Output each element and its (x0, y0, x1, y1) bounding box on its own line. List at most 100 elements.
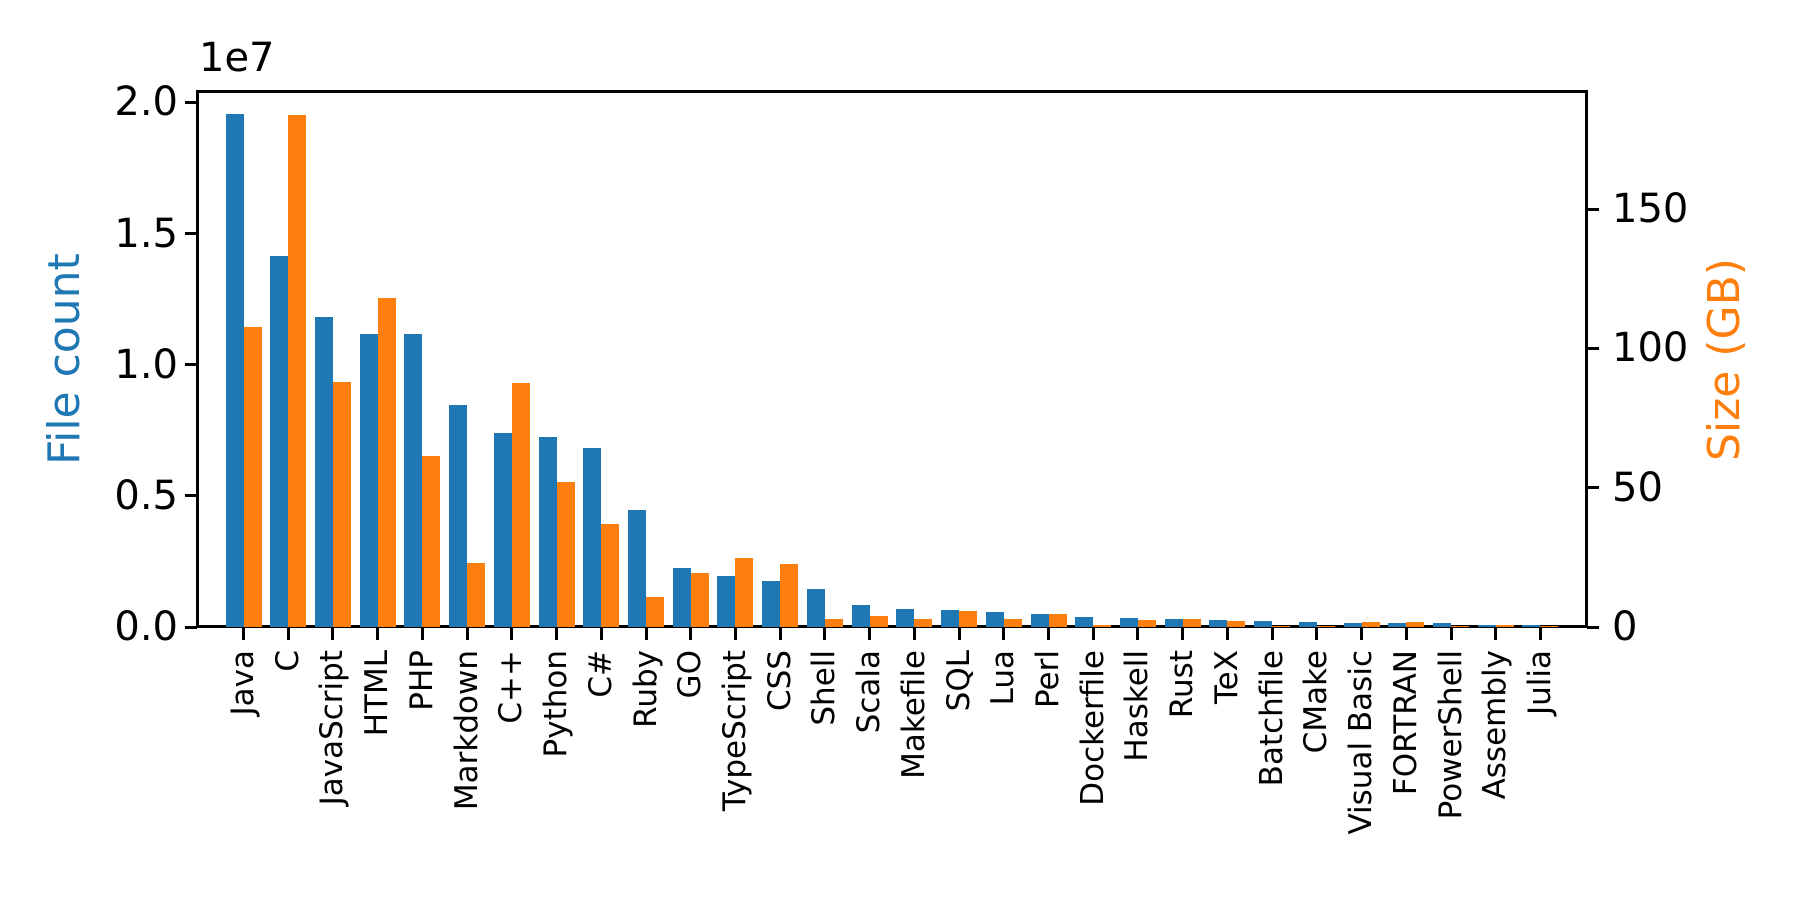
bar-size-gb-scala (869, 616, 888, 627)
x-tick-lua (1002, 628, 1006, 640)
x-tick-label-markdown: Markdown (448, 650, 485, 811)
x-tick-label-cmake: CMake (1298, 650, 1335, 754)
bar-file-count-rust (1164, 618, 1183, 627)
x-tick-assembly (1494, 628, 1498, 640)
x-tick-makefile (912, 628, 916, 640)
bar-file-count-c (583, 448, 602, 627)
bar-file-count-dockerfile (1075, 617, 1094, 627)
bar-size-gb-java (243, 326, 262, 627)
bar-file-count-sql (941, 609, 960, 627)
x-tick-python (555, 628, 559, 640)
bar-size-gb-shell (824, 618, 843, 627)
bar-size-gb-ruby (646, 596, 665, 627)
bar-file-count-powershell (1433, 623, 1452, 627)
x-tick-rust (1181, 628, 1185, 640)
x-tick-css (778, 628, 782, 640)
bar-file-count-makefile (896, 609, 915, 627)
bar-file-count-assembly (1477, 624, 1496, 627)
bar-size-gb-tex (1227, 620, 1246, 627)
spine-left (196, 90, 199, 628)
bar-file-count-cmake (1298, 622, 1317, 627)
x-tick-markdown (465, 628, 469, 640)
x-tick-cmake (1315, 628, 1319, 640)
bar-size-gb-powershell (1451, 625, 1470, 627)
bar-file-count-java (225, 114, 244, 627)
x-tick-label-sql: SQL (940, 650, 977, 712)
x-tick-batchfile (1270, 628, 1274, 640)
spine-right (1585, 90, 1588, 628)
bar-file-count-html (359, 333, 378, 627)
x-tick-haskell (1136, 628, 1140, 640)
x-tick-typescript (733, 628, 737, 640)
y-tick-label-right-150: 150 (1612, 186, 1689, 233)
x-tick-label-julia: Julia (1521, 650, 1558, 716)
x-tick-label-php: PHP (403, 650, 440, 711)
bar-size-gb-javascript (332, 382, 351, 627)
x-tick-label-go: GO (672, 650, 709, 699)
x-tick-html (376, 628, 380, 640)
x-tick-javascript (331, 628, 335, 640)
x-tick-label-perl: Perl (1030, 650, 1067, 709)
bar-size-gb-lua (1003, 619, 1022, 627)
bar-size-gb-cmake (1316, 625, 1335, 627)
bar-file-count-shell (806, 589, 825, 627)
bar-size-gb-python (556, 482, 575, 627)
y-tick-label-left-1.0: 1.0 (114, 341, 178, 388)
x-tick-c (510, 628, 514, 640)
x-tick-label-shell: Shell (806, 650, 843, 726)
y-axis-offset-text: 1e7 (199, 35, 275, 81)
x-tick-label-assembly: Assembly (1477, 650, 1514, 800)
y-tick-label-left-2.0: 2.0 (114, 79, 178, 126)
x-tick-label-c: C++ (493, 650, 530, 724)
bar-size-gb-go (690, 573, 709, 627)
y-tick-label-right-50: 50 (1612, 464, 1663, 511)
bar-size-gb-perl (1048, 613, 1067, 627)
bar-file-count-php (404, 333, 423, 627)
x-tick-label-c: C (269, 650, 306, 672)
x-tick-label-batchfile: Batchfile (1253, 650, 1290, 787)
y-tick-label-left-0.5: 0.5 (114, 472, 178, 519)
bar-file-count-lua (985, 611, 1004, 627)
bar-size-gb-dockerfile (1093, 625, 1112, 627)
x-tick-julia (1538, 628, 1542, 640)
bar-file-count-c (493, 433, 512, 627)
x-tick-ruby (644, 628, 648, 640)
bar-size-gb-visual-basic (1361, 621, 1380, 627)
bar-file-count-go (672, 567, 691, 627)
bar-size-gb-makefile (914, 618, 933, 627)
x-tick-label-c: C# (582, 650, 619, 698)
bar-file-count-markdown (449, 405, 468, 627)
x-tick-c (286, 628, 290, 640)
x-tick-shell (823, 628, 827, 640)
bar-size-gb-sql (959, 611, 978, 627)
x-tick-powershell (1449, 628, 1453, 640)
bar-file-count-scala (851, 605, 870, 627)
spine-top (196, 90, 1588, 93)
y-axis-label-right: Size (GB) (1699, 258, 1750, 461)
bar-size-gb-rust (1182, 619, 1201, 627)
bar-file-count-haskell (1119, 618, 1138, 627)
y-tick-left-0.0 (185, 625, 197, 629)
x-tick-label-css: CSS (761, 650, 798, 712)
bar-size-gb-c (288, 114, 307, 627)
x-tick-java (242, 628, 245, 640)
y-tick-label-left-1.5: 1.5 (114, 210, 178, 257)
bar-size-gb-haskell (1137, 620, 1156, 627)
x-tick-label-haskell: Haskell (1119, 650, 1156, 762)
x-tick-scala (868, 628, 872, 640)
x-tick-label-ruby: Ruby (627, 650, 664, 728)
bar-size-gb-html (377, 297, 396, 627)
x-tick-c (599, 628, 603, 640)
y-tick-label-right-100: 100 (1612, 325, 1689, 372)
x-tick-sql (957, 628, 961, 640)
bar-file-count-javascript (314, 316, 333, 627)
bar-size-gb-typescript (735, 558, 754, 627)
bar-size-gb-assembly (1495, 624, 1514, 627)
y-tick-left-2.0 (185, 100, 197, 104)
x-tick-label-fortran: FORTRAN (1387, 650, 1424, 796)
x-tick-label-lua: Lua (985, 650, 1022, 706)
y-tick-right-150 (1587, 207, 1599, 211)
x-tick-dockerfile (1091, 628, 1095, 640)
bar-file-count-c (270, 256, 289, 627)
x-tick-fortran (1404, 628, 1408, 640)
